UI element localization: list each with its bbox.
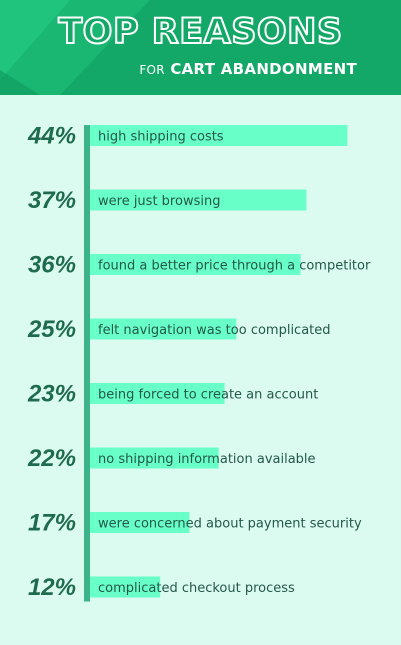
subtitle-lead: FOR [139, 63, 165, 77]
bar-2 [90, 189, 307, 211]
bar-chart: 44% high shipping costs 37% were just brows… [27, 123, 371, 602]
percent-label-1: 44% [27, 123, 76, 150]
bar-1 [90, 125, 348, 146]
bar-label-6: no shipping information available [98, 452, 316, 467]
percent-label-4: 25% [27, 316, 76, 343]
percent-label-8: 12% [28, 574, 76, 601]
bar-8 [90, 576, 161, 598]
percent-label-3: 36% [28, 252, 76, 279]
page-subtitle: FOR CART ABANDONMENT [139, 60, 357, 79]
percent-label-2: 37% [28, 187, 76, 214]
bar-label-3: found a better price through a competito… [98, 259, 371, 274]
bar-4 [90, 318, 237, 340]
bar-5 [90, 383, 225, 404]
bar-label-5: being forced to create an account [98, 388, 318, 403]
bar-label-2: were just browsing [98, 194, 220, 209]
bar-7 [90, 512, 190, 533]
percent-label-7: 17% [28, 510, 76, 537]
bar-6 [90, 447, 219, 469]
bar-label-1: high shipping costs [98, 130, 224, 145]
bar-label-4: felt navigation was too complicated [98, 323, 331, 338]
bar-label-7: were concerned about payment security [98, 517, 362, 532]
bar-3 [90, 254, 301, 275]
page-title: TOP REASONS [57, 11, 343, 53]
subtitle-main: CART ABANDONMENT [170, 60, 357, 78]
bar-label-8: complicated checkout process [98, 581, 295, 596]
header-banner: TOP REASONS FOR CART ABANDONMENT [0, 0, 401, 95]
axis-line [84, 125, 90, 602]
percent-label-5: 23% [27, 381, 76, 408]
percent-label-6: 22% [27, 445, 76, 472]
header-decoration [0, 0, 150, 95]
